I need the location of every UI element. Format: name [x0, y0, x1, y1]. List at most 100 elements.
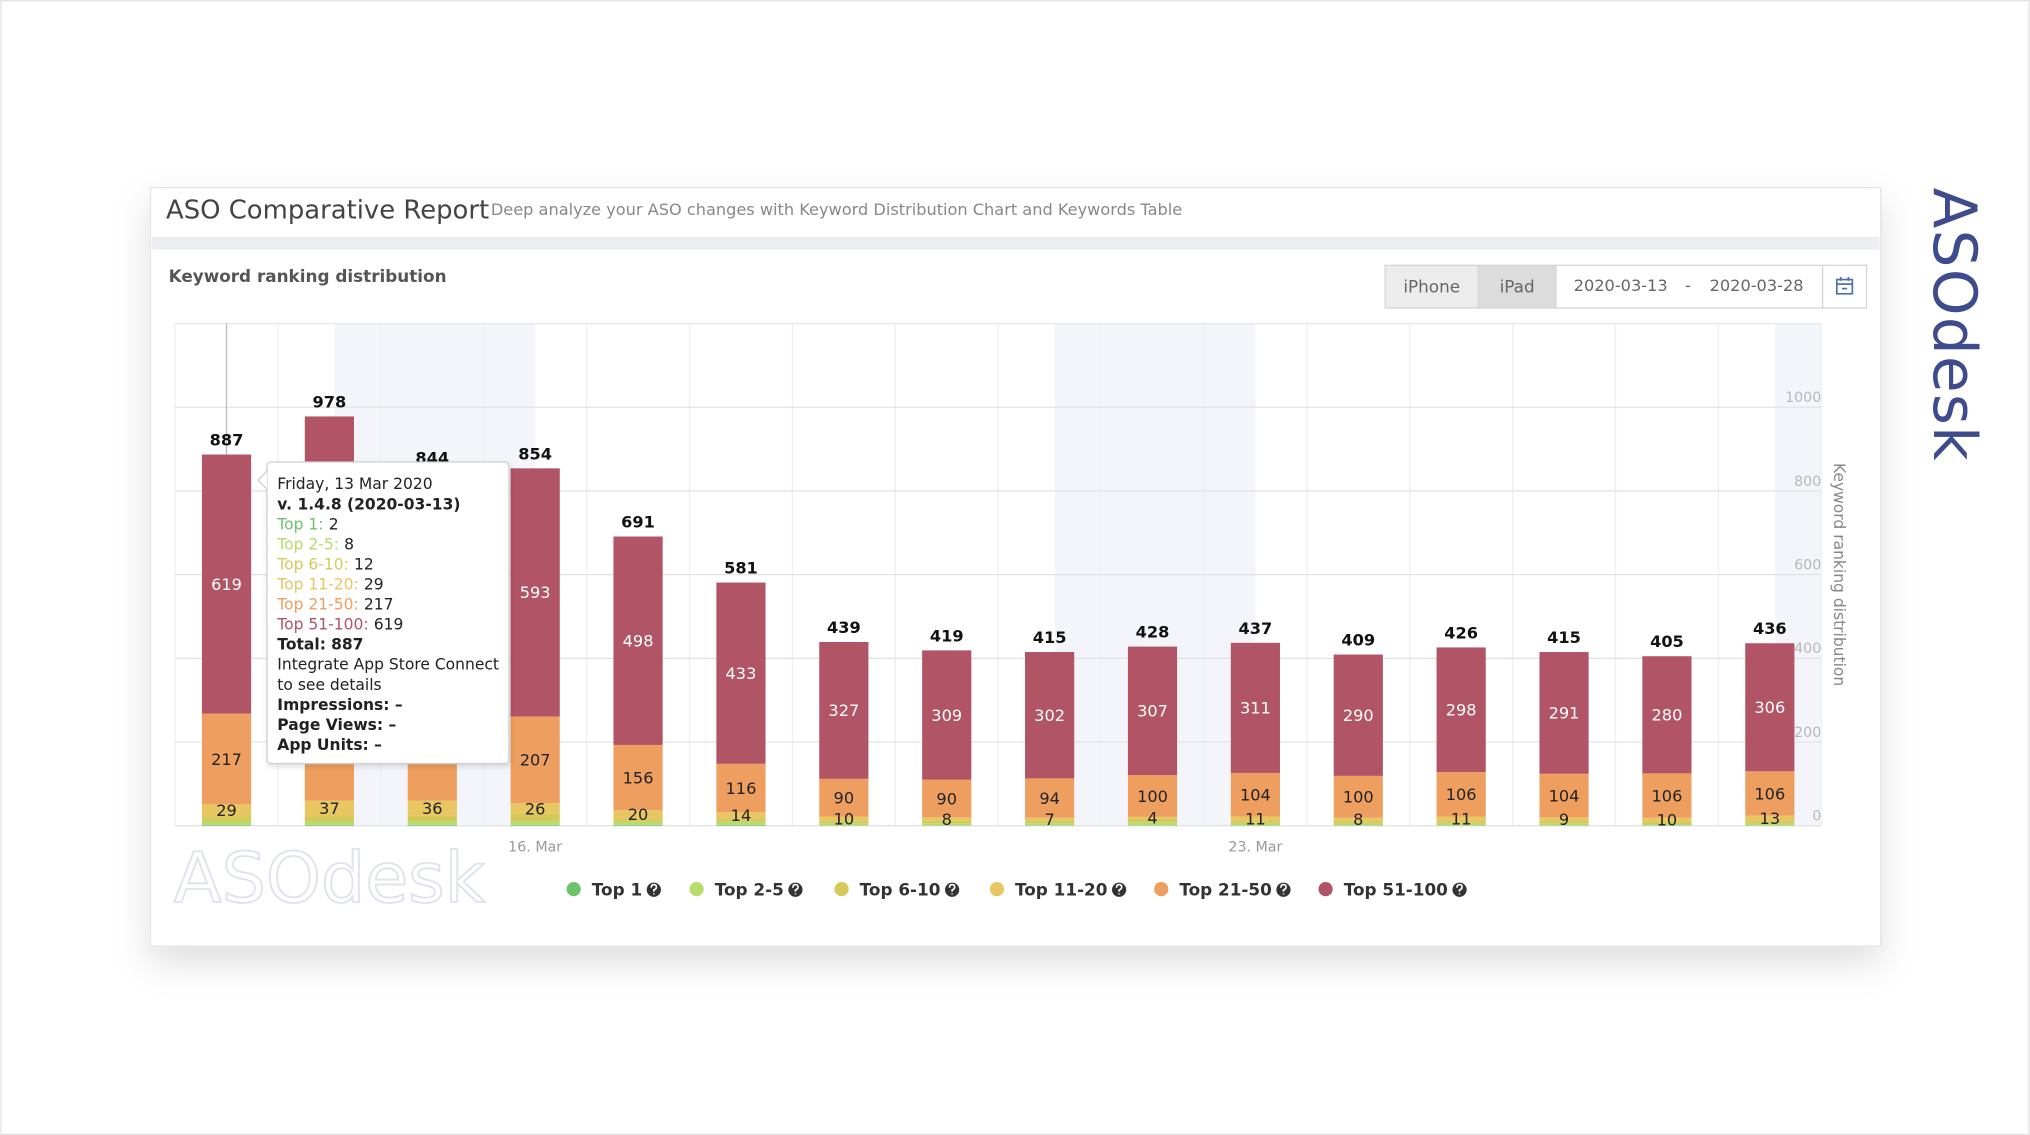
tooltip-line: Friday, 13 Mar 2020 — [277, 475, 432, 493]
bar-segment — [922, 817, 972, 821]
legend-item[interactable]: Top 51-100 — [1318, 880, 1467, 900]
tooltip-note: Integrate App Store Connect — [277, 656, 499, 674]
data-label: 311 — [1240, 699, 1271, 718]
date-from[interactable]: 2020-03-13 — [1574, 276, 1668, 295]
legend-label: Top 11-20 — [1015, 880, 1107, 900]
legend-item[interactable]: Top 2-5 — [689, 880, 803, 900]
x-tick-label: 23. Mar — [1228, 840, 1282, 856]
data-label: 13 — [1760, 809, 1781, 828]
data-label: 207 — [520, 751, 551, 770]
legend-marker — [689, 881, 704, 897]
bar-segment — [1127, 816, 1178, 819]
bar-segment — [1436, 772, 1486, 817]
bar-segment — [1745, 815, 1795, 822]
date-range[interactable] — [1555, 264, 1824, 309]
bar-segment — [716, 824, 766, 826]
tooltip-series-name: Top 51-100 — [276, 616, 363, 634]
data-label: 100 — [1137, 787, 1168, 806]
tooltip-line: Impressions: – — [277, 696, 402, 714]
legend-item[interactable]: Top 11-20 — [989, 880, 1127, 900]
bar-segment — [1025, 817, 1075, 821]
total-label: 428 — [1136, 623, 1170, 642]
bar-segment — [1642, 824, 1692, 826]
bar-segment — [1436, 816, 1486, 822]
bar-segment — [1642, 821, 1692, 825]
total-label: 437 — [1239, 619, 1273, 638]
data-label: 4 — [1147, 809, 1157, 828]
legend-label: Top 2-5 — [715, 880, 784, 900]
bar-segment — [1230, 816, 1280, 822]
data-label: 8 — [1353, 810, 1363, 829]
bar-segment — [1230, 821, 1280, 824]
calendar-icon[interactable] — [1835, 276, 1854, 295]
tooltip-line: Top 11-20: 29 — [276, 576, 383, 594]
bar-segment — [1127, 646, 1178, 776]
y-tick-label: 600 — [1794, 557, 1821, 573]
help-icon-glyph — [1456, 883, 1463, 895]
tooltip-series-name: Top 11-20 — [276, 576, 353, 594]
tooltip-value: 12 — [354, 555, 374, 573]
bar-segment — [201, 713, 252, 805]
date-to[interactable]: 2020-03-28 — [1710, 276, 1804, 295]
bar-segment — [1333, 654, 1383, 776]
data-label: 116 — [726, 779, 757, 798]
bar-segment — [1230, 642, 1280, 773]
tooltip-line: Top 51-100: 619 — [276, 616, 403, 634]
tooltip-total-label: Total: — [277, 636, 326, 654]
x-tick-label: 16. Mar — [508, 840, 562, 856]
bar-segment — [819, 778, 869, 817]
data-label: 94 — [1039, 789, 1060, 808]
bar-segment — [1745, 643, 1795, 772]
tooltip-line: Top 21-50: 217 — [276, 596, 393, 614]
tooltip-line: App Units: – — [277, 736, 382, 754]
bar-segment — [1025, 823, 1075, 826]
legend-item[interactable]: Top 1 — [566, 880, 661, 900]
data-label: 11 — [1245, 810, 1266, 829]
bar-segment — [613, 744, 663, 811]
ipad-label[interactable]: iPad — [1500, 276, 1535, 296]
tooltip-series-name: Top 6-10 — [276, 555, 343, 573]
tooltip-separator: : — [354, 596, 359, 614]
legend-item[interactable]: Top 6-10 — [834, 880, 960, 900]
legend-label: Top 1 — [592, 880, 642, 900]
data-label: 298 — [1446, 701, 1477, 720]
date-separator: - — [1685, 276, 1691, 295]
tooltip-separator: : — [334, 535, 339, 553]
tooltip-line: Top 1: 2 — [276, 515, 338, 533]
data-label: 104 — [1240, 786, 1271, 805]
tooltip-value: 619 — [374, 616, 404, 634]
total-label: 419 — [930, 626, 964, 645]
data-label: 11 — [1451, 810, 1472, 829]
bar-segment — [1642, 817, 1692, 822]
data-label: 104 — [1549, 786, 1580, 805]
bar-segment — [201, 821, 252, 825]
y-tick-label: 800 — [1794, 474, 1821, 490]
tooltip-series-name: Top 1 — [276, 515, 318, 533]
total-label: 854 — [518, 444, 552, 463]
page-subtitle: Deep analyze your ASO changes with Keywo… — [491, 200, 1182, 219]
tooltip-line: Top 6-10: 12 — [276, 555, 373, 573]
data-label: 9 — [1559, 810, 1569, 829]
data-label: 433 — [726, 664, 757, 683]
tooltip-box — [266, 461, 510, 765]
bar-segment — [304, 821, 354, 825]
bar-segment — [407, 821, 457, 825]
bar-segment — [613, 818, 663, 822]
tooltip-note: to see details — [277, 676, 381, 694]
bar-segment — [1230, 772, 1280, 817]
data-label: 290 — [1343, 706, 1374, 725]
calendar-button[interactable] — [1821, 264, 1868, 309]
data-label: 29 — [216, 801, 237, 820]
y-tick-label: 200 — [1794, 725, 1821, 741]
bar-segment — [1025, 652, 1075, 779]
legend-item[interactable]: Top 21-50 — [1154, 880, 1291, 900]
bar-segment — [1539, 817, 1589, 822]
iphone-button[interactable] — [1384, 264, 1479, 309]
legend-marker — [1154, 881, 1169, 897]
iphone-label[interactable]: iPhone — [1403, 276, 1460, 296]
data-label: 10 — [1657, 811, 1678, 830]
data-label: 280 — [1652, 706, 1683, 725]
bar-segment — [716, 812, 766, 819]
